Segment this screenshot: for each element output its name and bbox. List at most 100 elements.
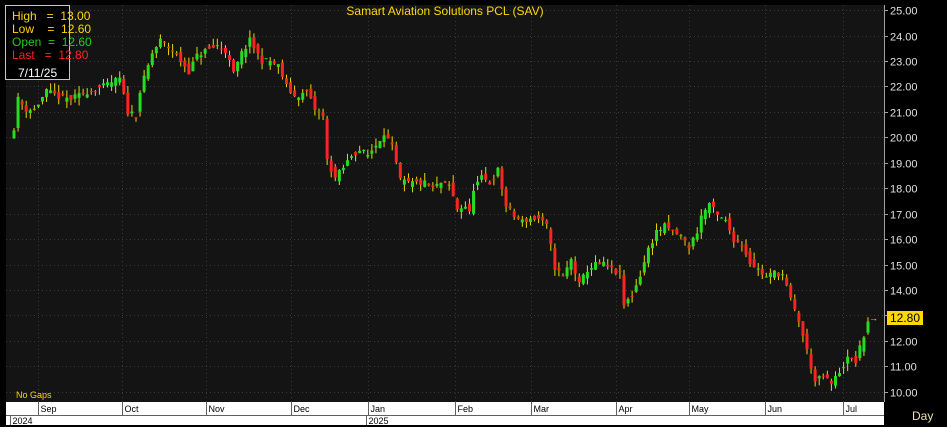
candle-body — [443, 181, 447, 183]
candle-body — [549, 229, 553, 245]
candle-body — [236, 61, 240, 72]
candle-body — [32, 108, 36, 110]
candle-body — [614, 268, 618, 275]
y-tick-label: 25.00 — [890, 6, 918, 18]
candle-body — [73, 94, 77, 99]
candle-body — [248, 37, 252, 47]
candle-body — [12, 130, 16, 139]
candle-body — [577, 276, 581, 283]
candles — [12, 30, 870, 391]
timeframe-label[interactable]: Day — [912, 409, 933, 423]
month-label: Apr — [619, 404, 633, 414]
candle-body — [65, 97, 69, 102]
candle-body — [846, 356, 850, 364]
y-tick-label: 14.00 — [890, 286, 918, 298]
candle-body — [370, 150, 374, 154]
x-axis-band — [6, 402, 884, 425]
candle-body — [504, 188, 508, 207]
y-tick-label: 10.00 — [890, 388, 918, 400]
candle-body — [581, 274, 585, 284]
candle-body — [716, 211, 720, 215]
candle-body — [362, 149, 366, 152]
candle-body — [93, 91, 97, 93]
ohlc-infobox: High = 13.00 Low = 12.60 Open = 12.60 La… — [5, 5, 92, 80]
y-tick-label: 24.00 — [890, 32, 918, 44]
y-tick-label: 12.00 — [890, 337, 918, 349]
candle-body — [602, 261, 606, 267]
candle-body — [484, 173, 488, 180]
candle-body — [16, 96, 20, 128]
info-date: 7/11/25 — [18, 66, 58, 80]
candle-body — [101, 83, 105, 86]
candle-body — [57, 92, 61, 99]
candle-body — [545, 220, 549, 225]
candle-body — [699, 215, 703, 233]
candle-body — [805, 333, 809, 350]
candle-body — [866, 321, 870, 333]
info-last: Last = 12.80 — [12, 48, 89, 62]
candle-body — [329, 160, 333, 172]
candle-body — [284, 78, 288, 84]
candle-body — [252, 37, 256, 49]
candle-body — [825, 374, 829, 379]
candle-body — [183, 60, 187, 67]
candle-body — [695, 233, 699, 240]
candle-body — [264, 58, 268, 60]
candle-body — [679, 235, 683, 237]
candle-body — [358, 150, 362, 154]
candle-body — [785, 277, 789, 286]
candle-body — [276, 64, 280, 67]
candle-body — [386, 134, 390, 139]
candle-body — [675, 229, 679, 235]
candle-body — [203, 49, 207, 54]
candle-body — [638, 276, 642, 285]
y-tick-label: 21.00 — [890, 108, 918, 120]
info-last-value: 12.80 — [58, 48, 89, 62]
candle-body — [126, 92, 130, 115]
candle-body — [642, 262, 646, 273]
candle-body — [350, 156, 354, 158]
candle-body — [500, 168, 504, 190]
year-label: 2024 — [13, 416, 33, 426]
candle-body — [655, 229, 659, 241]
candle-body — [736, 240, 740, 242]
candle-body — [829, 380, 833, 384]
candle-body — [724, 219, 728, 221]
candle-body — [598, 262, 602, 265]
candle-body — [862, 337, 866, 352]
candle-body — [667, 222, 671, 229]
y-tick-label: 16.00 — [890, 235, 918, 247]
month-label: Jul — [846, 404, 858, 414]
candle-body — [480, 175, 484, 180]
candle-body — [585, 271, 589, 279]
candle-body — [569, 258, 573, 270]
candle-body — [671, 229, 675, 231]
candle-body — [293, 90, 297, 97]
candle-body — [415, 178, 419, 182]
y-tick-label: 22.00 — [890, 82, 918, 94]
candle-body — [398, 162, 402, 179]
candle-body — [114, 78, 118, 86]
candle-body — [732, 231, 736, 243]
candle-body — [423, 180, 427, 187]
y-tick-label: 20.00 — [890, 133, 918, 145]
candle-body — [85, 94, 89, 98]
candle-body — [374, 145, 378, 148]
candle-body — [69, 94, 73, 101]
candle-body — [850, 357, 854, 359]
candle-body — [187, 63, 191, 75]
candle-body — [817, 376, 821, 379]
candle-body — [171, 50, 175, 52]
candle-body — [24, 105, 28, 112]
candle-body — [211, 45, 215, 48]
candle-body — [175, 53, 179, 55]
candle-body — [394, 144, 398, 163]
candle-body — [512, 211, 516, 217]
candle-body — [687, 245, 691, 249]
candle-body — [45, 89, 49, 98]
candle-body — [809, 353, 813, 369]
candle-body — [842, 367, 846, 369]
candle-body — [158, 38, 162, 48]
candle-body — [142, 75, 146, 92]
